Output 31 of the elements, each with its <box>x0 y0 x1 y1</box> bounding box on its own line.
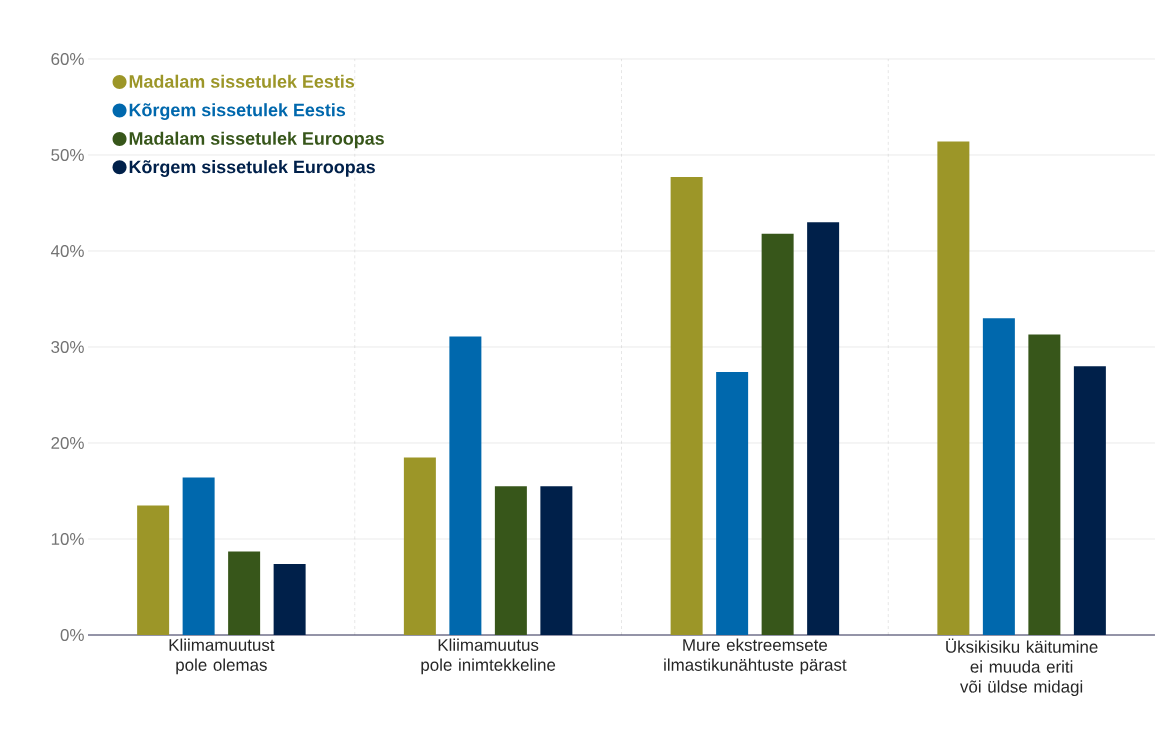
y-tick-label: 40% <box>50 245 84 257</box>
bar <box>1028 334 1061 635</box>
bar <box>937 141 970 635</box>
x-tick-label: Kliimamuutus pole inimtekkeline <box>421 638 556 675</box>
legend-label: Kõrgem sissetulek Eestis <box>129 103 346 120</box>
bar <box>670 177 703 635</box>
x-tick-label: Kliimamuutust pole olemas <box>169 638 275 675</box>
y-tick-label: 30% <box>51 341 84 353</box>
legend-label: Madalam sissetulek Eestis <box>129 74 355 88</box>
bar <box>540 486 573 635</box>
y-tick-label: 60% <box>51 53 84 65</box>
y-tick-label: 10% <box>51 533 84 545</box>
bar <box>228 551 261 635</box>
legend-label: Madalam sissetulek Euroopas <box>129 131 384 149</box>
bar <box>449 336 482 635</box>
bar <box>403 457 436 635</box>
bar <box>982 318 1015 635</box>
x-tick-label: Üksikisiku käitumine ei muuda eriti või üldse midagi <box>946 638 1098 697</box>
y-tick-label: 0% <box>60 629 84 641</box>
bar <box>494 486 527 635</box>
bar <box>137 505 170 635</box>
bar <box>273 563 306 635</box>
bar <box>807 222 840 635</box>
bar <box>716 371 749 635</box>
bar <box>1073 366 1106 635</box>
y-tick-label: 50% <box>51 149 84 161</box>
y-tick-label: 20% <box>51 437 84 449</box>
bar <box>761 233 794 635</box>
x-tick-label: Mure ekstreemsete ilmastikunähtuste pärast <box>664 638 847 675</box>
bar <box>182 477 215 635</box>
legend-label: Kõrgem sissetulek Euroopas <box>129 160 375 177</box>
